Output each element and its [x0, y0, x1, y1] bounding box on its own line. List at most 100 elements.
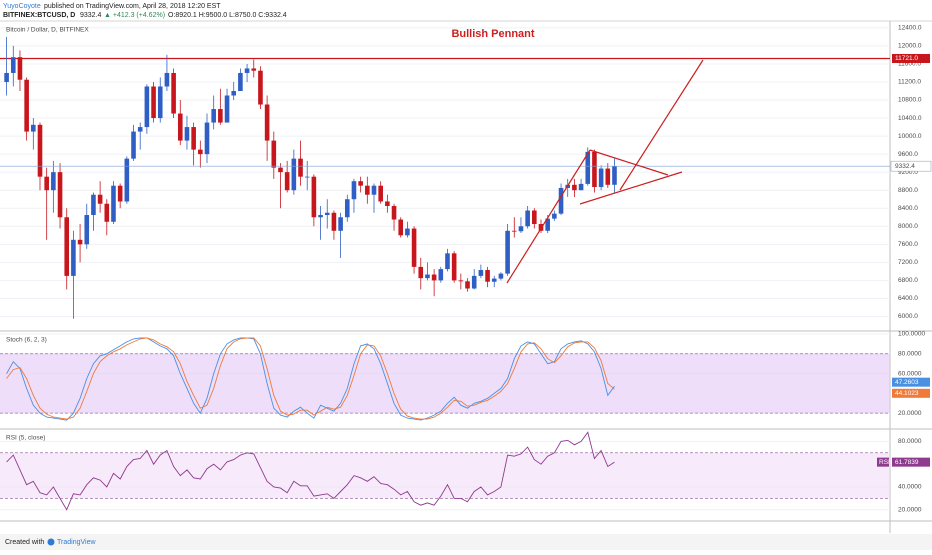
- candle-body: [44, 176, 49, 191]
- candle-body: [578, 183, 584, 191]
- candle-body: [204, 122, 210, 155]
- candle-body: [164, 72, 170, 87]
- candle-body: [291, 158, 297, 191]
- value-box: [892, 388, 930, 398]
- candle-body: [131, 131, 136, 159]
- y-tick-label: 12400.0: [898, 25, 922, 32]
- published: published on TradingView.com, April 28, …: [44, 3, 221, 10]
- candle-body: [124, 158, 130, 202]
- pennant-drawing: [506, 59, 704, 284]
- y-tick-label: 6400.0: [898, 295, 918, 302]
- candle-body: [511, 230, 517, 232]
- candle-body: [117, 185, 123, 202]
- candle-body: [391, 205, 397, 220]
- band: [0, 353, 890, 414]
- candle-body: [458, 280, 464, 282]
- ohlc: O:8920.1 H:9500.0 L:8750.0 C:9332.4: [168, 12, 287, 19]
- symbol: BITFINEX:BTCUSD, D: [3, 12, 75, 19]
- y-tick-label: 8000.0: [898, 223, 918, 230]
- candle-body: [344, 199, 350, 218]
- candle-body: [478, 270, 484, 276]
- candle-body: [525, 210, 530, 227]
- value-box-label: 11721.0: [895, 55, 918, 62]
- candle-body: [572, 184, 577, 191]
- series-line: [6, 337, 615, 421]
- candle-body: [71, 239, 76, 276]
- footer-brand[interactable]: TradingView: [57, 539, 96, 546]
- candle-body: [324, 212, 330, 216]
- candle-body: [284, 172, 290, 191]
- quote: 9332.4: [80, 12, 102, 19]
- value-box: [892, 377, 930, 387]
- candle-body: [17, 57, 23, 80]
- trend-line: [589, 149, 669, 176]
- value-box-label: 44.1023: [895, 390, 919, 397]
- candle-body: [498, 273, 504, 279]
- candle-body: [144, 86, 150, 128]
- candle-body: [371, 185, 377, 195]
- value-box-label: 47.2603: [895, 379, 919, 386]
- candle-body: [351, 181, 357, 200]
- candle-body: [431, 274, 437, 281]
- y-tick-label: 10400.0: [898, 115, 922, 122]
- candle-body: [171, 72, 176, 114]
- candle-body: [605, 168, 611, 185]
- candle-body: [418, 266, 424, 279]
- candle-body: [57, 172, 63, 218]
- candle-body: [598, 168, 604, 188]
- candle-body: [151, 86, 156, 119]
- candle-body: [491, 278, 497, 282]
- y-tick-label: 7600.0: [898, 241, 918, 248]
- trend-line: [619, 59, 704, 191]
- candle-body: [104, 203, 110, 222]
- y-tick-label: 9600.0: [898, 151, 918, 158]
- candle-body: [518, 226, 524, 232]
- candle-body: [64, 217, 70, 276]
- band: [0, 452, 890, 499]
- y-tick-label: 100.0000: [898, 331, 925, 338]
- candle-body: [451, 253, 457, 281]
- candle-body: [485, 270, 490, 282]
- candle-body: [177, 113, 183, 141]
- candle-body: [398, 219, 404, 236]
- y-tick-label: 6000.0: [898, 313, 918, 320]
- candle-body: [31, 124, 36, 132]
- series-line: [6, 337, 615, 420]
- last-price-box: [890, 160, 932, 172]
- chart-title: Bullish Pennant: [451, 28, 534, 40]
- candle-body: [24, 79, 29, 132]
- candle-body: [77, 239, 83, 245]
- candle-body: [97, 194, 103, 204]
- candle-body: [505, 230, 510, 274]
- candle-body: [385, 201, 390, 206]
- candle-body: [612, 166, 617, 185]
- y-tick-label: 60.0000: [898, 370, 922, 377]
- candle-body: [471, 275, 477, 289]
- marks: [0, 36, 890, 511]
- candle-body: [37, 124, 43, 177]
- candle-body: [271, 140, 277, 168]
- candle-body: [445, 253, 450, 270]
- candle-body: [358, 181, 363, 186]
- last-price-label: 9332.4: [895, 163, 915, 170]
- candle-body: [211, 109, 216, 123]
- candle-body: [191, 127, 196, 150]
- trend-line: [506, 149, 591, 284]
- y-tick-label: 8400.0: [898, 205, 918, 212]
- labels: Bitcoin / Dollar, D, BITFINEX 6000.0 6400.…: [6, 25, 932, 513]
- candle-body: [298, 158, 303, 177]
- candle-body: [258, 70, 263, 105]
- candle-body: [465, 281, 470, 289]
- change: ▲ +412.3 (+4.62%): [104, 12, 165, 19]
- candle-body: [51, 172, 56, 191]
- pane-label: Bitcoin / Dollar, D, BITFINEX: [6, 27, 89, 34]
- candle-body: [231, 90, 237, 96]
- y-tick-label: 10000.0: [898, 133, 922, 140]
- author[interactable]: YuyoCoyote: [3, 3, 41, 10]
- candle-body: [198, 149, 203, 155]
- series-name: RSI: [879, 459, 890, 466]
- y-tick-label: 20.0000: [898, 410, 922, 417]
- candle-body: [157, 86, 163, 119]
- y-tick-label: 11600.0: [898, 61, 921, 68]
